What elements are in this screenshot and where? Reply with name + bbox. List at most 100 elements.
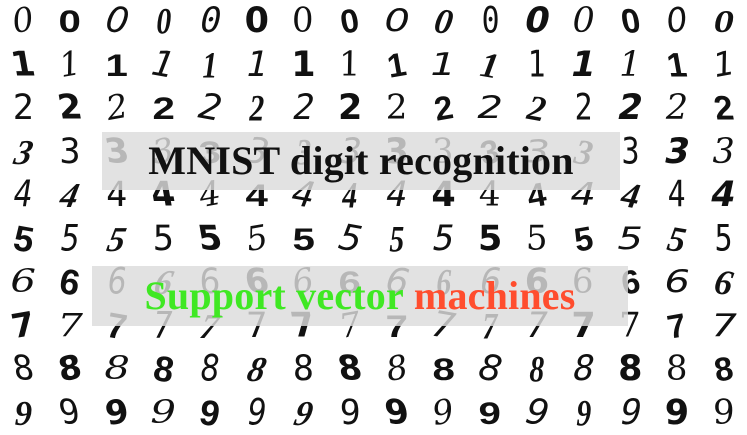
handwritten-digit: 2 <box>382 88 411 128</box>
handwritten-digit: 1 <box>477 44 503 87</box>
handwritten-digit: 1 <box>105 47 128 83</box>
handwritten-digit: 0 <box>9 0 37 42</box>
handwritten-digit: 1 <box>709 44 738 86</box>
handwritten-digit: 7 <box>664 306 690 347</box>
handwritten-digit: 8 <box>55 348 85 391</box>
handwritten-digit: 8 <box>662 349 692 389</box>
handwritten-digit: 9 <box>101 392 132 434</box>
handwritten-digit: 4 <box>13 174 33 217</box>
handwritten-digit: 1 <box>430 46 457 83</box>
handwritten-digit: 5 <box>103 219 130 259</box>
handwritten-digit: 8 <box>103 351 130 388</box>
handwritten-digit: 9 <box>56 393 84 433</box>
handwritten-digit: 2 <box>288 88 319 129</box>
title-banner: MNIST digit recognition <box>102 132 620 190</box>
handwritten-digit: 5 <box>617 220 644 257</box>
handwritten-digit: 9 <box>429 392 458 434</box>
handwritten-digit: 0 <box>520 1 554 42</box>
handwritten-digit: 0 <box>713 4 734 40</box>
handwritten-digit: 2 <box>574 87 593 130</box>
handwritten-digit: 2 <box>613 88 647 129</box>
handwritten-digit: 4 <box>618 174 643 217</box>
handwritten-digit: 5 <box>522 219 552 259</box>
handwritten-digit: 1 <box>148 42 179 87</box>
handwritten-digit: 2 <box>152 91 175 127</box>
handwritten-digit: 9 <box>150 394 177 431</box>
handwritten-digit: 1 <box>202 44 218 86</box>
handwritten-digit: 1 <box>291 44 316 85</box>
handwritten-digit: 5 <box>152 218 174 259</box>
handwritten-digit: 2 <box>54 88 86 128</box>
handwritten-digit: 9 <box>247 391 267 434</box>
handwritten-digit: 8 <box>383 348 411 390</box>
handwritten-digit: 2 <box>249 88 265 130</box>
handwritten-digit: 7 <box>710 307 737 344</box>
handwritten-digit: 2 <box>477 90 504 127</box>
handwritten-digit: 3 <box>712 131 735 172</box>
handwritten-digit: 6 <box>10 264 37 301</box>
handwritten-digit: 1 <box>335 45 365 85</box>
handwritten-digit: 5 <box>292 221 315 257</box>
handwritten-digit: 0 <box>155 1 171 43</box>
handwritten-digit: 2 <box>524 87 550 130</box>
handwritten-digit: 2 <box>337 88 363 129</box>
handwritten-digit: 8 <box>475 347 506 392</box>
handwritten-digit: 5 <box>60 217 80 260</box>
handwritten-digit: 8 <box>432 352 455 388</box>
handwritten-digit: 8 <box>292 349 314 390</box>
handwritten-digit: 0 <box>572 1 595 42</box>
handwritten-digit: 5 <box>194 219 226 259</box>
handwritten-digit: 9 <box>196 391 224 435</box>
handwritten-digit: 1 <box>384 45 410 86</box>
handwritten-digit: 9 <box>339 392 361 433</box>
handwritten-digit: 0 <box>195 1 225 42</box>
handwritten-digit: 1 <box>242 44 272 85</box>
handwritten-digit: 2 <box>102 87 131 129</box>
handwritten-digit: 5 <box>664 218 690 261</box>
handwritten-digit: 1 <box>619 44 642 85</box>
handwritten-digit: 5 <box>428 218 459 259</box>
handwritten-digit: 4 <box>57 176 83 216</box>
handwritten-digit: 4 <box>668 174 686 217</box>
handwritten-digit: 8 <box>618 349 643 390</box>
handwritten-digit: 4 <box>707 175 741 216</box>
handwritten-digit: 2 <box>710 89 737 128</box>
subtitle-part-2: machines <box>413 273 576 318</box>
handwritten-digit: 9 <box>522 390 552 435</box>
handwritten-digit: 8 <box>200 348 220 391</box>
handwritten-digit: 3 <box>621 130 640 173</box>
handwritten-digit: 0 <box>481 0 500 43</box>
handwritten-digit: 0 <box>663 0 691 42</box>
handwritten-digit: 9 <box>290 393 317 433</box>
handwritten-digit: 8 <box>9 349 37 389</box>
handwritten-digit: 9 <box>709 393 738 433</box>
subtitle: Support vector machines <box>144 276 575 316</box>
handwritten-digit: 5 <box>389 218 405 260</box>
handwritten-digit: 9 <box>615 392 646 433</box>
handwritten-digit: 0 <box>244 1 269 42</box>
handwritten-digit: 2 <box>12 88 34 129</box>
handwritten-digit: 8 <box>334 349 366 389</box>
subtitle-banner: Support vector machines <box>92 266 628 326</box>
handwritten-digit: 0 <box>102 0 132 44</box>
page-title: MNIST digit recognition <box>148 138 574 183</box>
handwritten-digit: 2 <box>195 86 225 131</box>
handwritten-digit: 0 <box>431 0 456 43</box>
handwritten-digit: 0 <box>58 4 82 40</box>
handwritten-digit: 5 <box>10 217 37 261</box>
handwritten-digit: 9 <box>576 392 592 434</box>
handwritten-digit: 5 <box>335 216 365 261</box>
handwritten-digit: 9 <box>479 395 502 431</box>
handwritten-digit: 1 <box>664 46 690 85</box>
handwritten-digit: 2 <box>665 88 689 129</box>
handwritten-digit: 8 <box>711 349 736 390</box>
handwritten-digit: 3 <box>660 131 694 172</box>
handwritten-digit: 8 <box>568 349 599 390</box>
handwritten-digit: 1 <box>567 44 601 85</box>
handwritten-digit: 5 <box>478 218 503 259</box>
handwritten-digit: 3 <box>10 132 37 172</box>
handwritten-digit: 6 <box>711 261 736 304</box>
handwritten-digit: 7 <box>57 307 83 344</box>
